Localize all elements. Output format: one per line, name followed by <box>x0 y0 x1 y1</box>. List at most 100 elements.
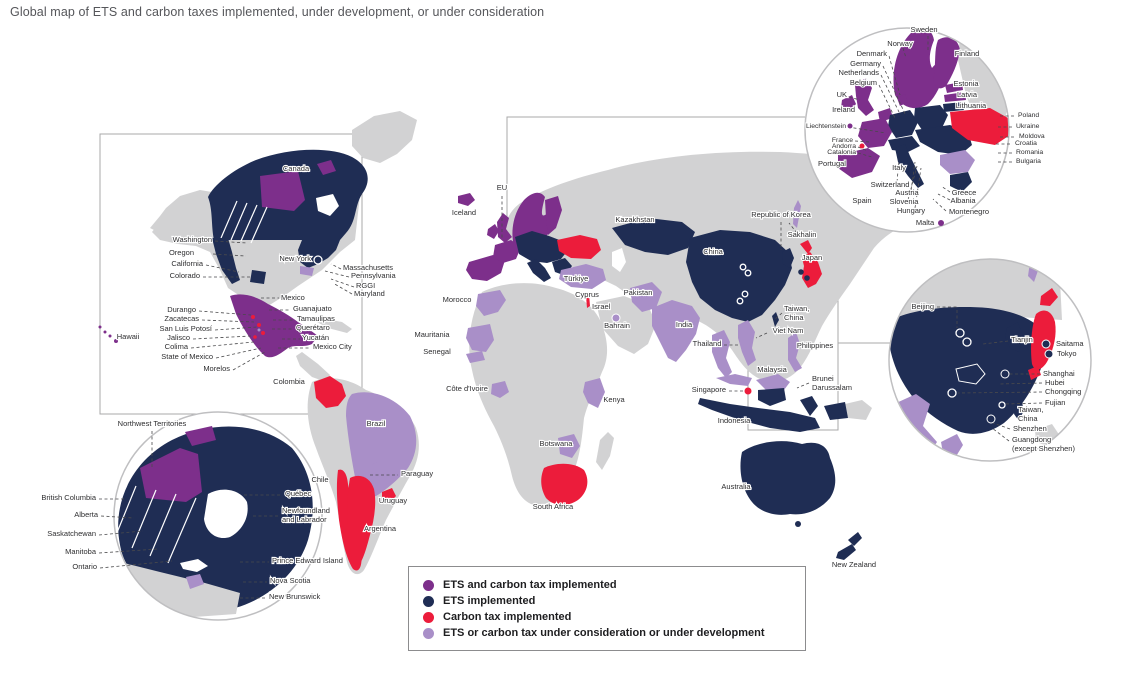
map-label: California <box>171 259 204 268</box>
europe-inset <box>804 27 1010 233</box>
philippines-region <box>788 332 802 372</box>
map-label: Austria <box>895 188 919 197</box>
leader-line <box>854 140 871 143</box>
turkiye-region <box>559 264 606 289</box>
east-asia-inset-rim <box>888 258 1092 462</box>
central-europe-region <box>515 231 568 263</box>
leader-line <box>896 159 900 183</box>
map-label: RGGI <box>356 281 375 290</box>
map-label: Hawaii <box>117 332 140 341</box>
canada-hatch <box>230 202 248 241</box>
vietnam-region <box>738 320 756 366</box>
map-label: Indonesia <box>718 416 751 425</box>
canada-inset <box>113 411 323 621</box>
leader-line <box>214 326 258 331</box>
leader-line <box>99 560 173 569</box>
europe-inset-latvia <box>944 92 966 102</box>
map-label: South Africa <box>533 502 574 511</box>
finland-region <box>545 196 562 235</box>
legend-label: ETS or carbon tax under consideration or… <box>443 627 765 639</box>
map-label: Republic of Korea <box>751 210 811 219</box>
korea-region <box>782 248 794 268</box>
leader-line <box>232 351 266 371</box>
leader-line <box>882 65 907 117</box>
map-label: Spain <box>852 196 871 205</box>
map-label: Estonia <box>953 79 979 88</box>
europe-inset-ukraine <box>950 108 1009 145</box>
map-label: Finland <box>955 49 980 58</box>
legend-dot-ets-and-carbon-tax <box>423 579 434 591</box>
map-label: Latvia <box>957 90 978 99</box>
leader-line <box>848 96 861 101</box>
new-zealand-south <box>836 544 856 560</box>
leader-line <box>910 161 916 192</box>
map-label: Romania <box>1016 149 1043 156</box>
east-asia-inset-hubei-outline <box>955 363 986 385</box>
map-label: Bulgaria <box>1016 158 1041 165</box>
cuba <box>317 318 352 333</box>
map-label: Maryland <box>354 289 385 298</box>
baffin-region <box>317 160 336 175</box>
europe-inset-italy <box>895 144 924 188</box>
map-label: France <box>832 137 853 144</box>
map-label: India <box>676 320 693 329</box>
map-label: Singapore <box>692 385 726 394</box>
indonesia-borneo <box>758 388 786 406</box>
map-label: Liechtenstein <box>806 123 846 130</box>
france-region <box>493 240 521 263</box>
cote-divoire-region <box>491 381 509 398</box>
map-label: Ontario <box>72 562 97 571</box>
map-label: Chongqing <box>1045 387 1081 396</box>
europe-inset-balkans <box>940 150 975 174</box>
map-label: San Luis Potosí <box>159 324 212 333</box>
map-label: Denmark <box>857 49 888 58</box>
brazil-region <box>346 392 417 498</box>
map-label: Colorado <box>170 271 200 280</box>
east-asia-inset-taiwan <box>1014 399 1024 421</box>
map-label: Côte d'Ivoire <box>446 384 488 393</box>
map-label: Netherlands <box>839 68 880 77</box>
map-label: Mexico <box>281 293 305 302</box>
leader-line <box>998 382 1043 385</box>
leader-line <box>888 55 901 96</box>
italy-region <box>527 259 551 282</box>
leader-line <box>847 126 887 134</box>
paraguay-region <box>372 460 388 476</box>
map-label: Taiwan, China <box>1018 405 1043 423</box>
europe-inset-lithuania <box>943 102 964 112</box>
leader-line <box>857 146 869 152</box>
map-label: New Zealand <box>832 560 876 569</box>
japan-hokkaido <box>800 240 812 254</box>
europe-inset-france <box>858 118 892 148</box>
leader-line <box>902 47 907 59</box>
city-ring-marker <box>744 269 752 277</box>
city-dot-marker <box>253 335 257 339</box>
canada-inset-hatch <box>114 485 137 541</box>
morocco-region <box>476 290 506 316</box>
iceland-region <box>458 193 475 206</box>
india-region <box>652 300 700 362</box>
city-dot-marker <box>114 339 118 343</box>
europe-inset-rim <box>804 27 1010 233</box>
canada-inset-nwt <box>140 448 202 502</box>
map-label: EU <box>497 183 507 192</box>
map-label: Ukraine <box>1016 123 1040 130</box>
map-label: Senegal <box>423 347 451 356</box>
canada-inset-nunavut-bit <box>185 426 216 446</box>
map-legend: ETS and carbon tax implemented ETS imple… <box>408 566 806 651</box>
map-label: Nova Scotia <box>270 576 311 585</box>
city-ring-marker <box>739 263 747 271</box>
map-label: Catalonia <box>827 149 856 156</box>
map-label: Tamaulipas <box>297 314 335 323</box>
map-label: Portugal <box>818 159 846 168</box>
israel-region <box>586 294 590 308</box>
city-ring-marker <box>947 388 957 398</box>
map-label: Jalisco <box>167 333 190 342</box>
map-label: Japan <box>802 253 822 262</box>
map-label: Thailand <box>693 339 722 348</box>
legend-label: Carbon tax implemented <box>443 611 572 623</box>
mauritania-region <box>466 324 494 352</box>
map-label: Malta <box>916 218 935 227</box>
